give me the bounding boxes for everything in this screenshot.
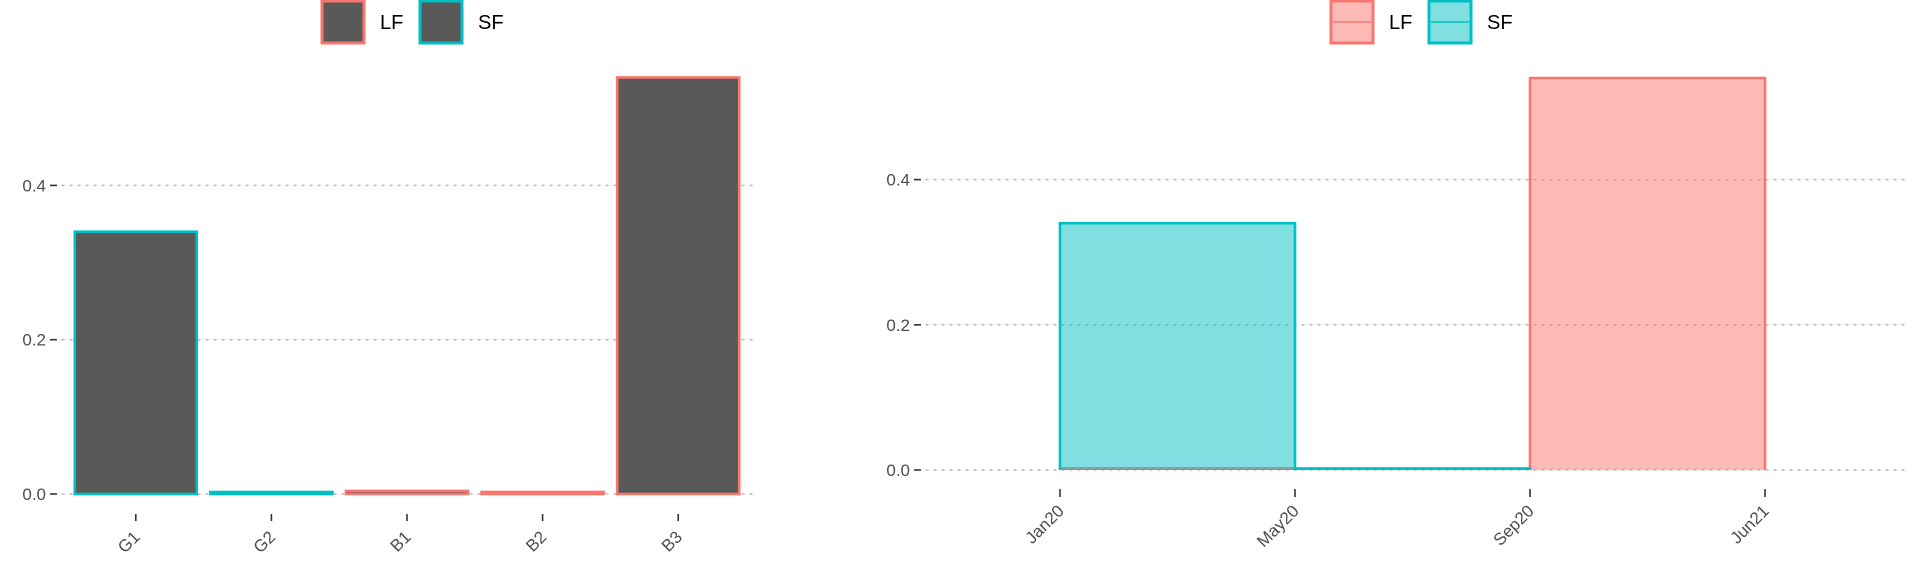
area-outline-sf-1 (1058, 221, 1297, 470)
legend-label-sf: SF (478, 12, 504, 34)
x-tick-label: B2 (522, 527, 550, 555)
bar-g1 (73, 230, 199, 496)
x-tick-label: Jan20 (1022, 501, 1068, 547)
area-outline-lf-3 (1528, 76, 1767, 470)
y-tick-label: 0.2 (886, 316, 910, 335)
y-tick-label: 0.0 (22, 485, 46, 504)
x-tick-label: B3 (658, 527, 686, 555)
y-tick-label: 0.2 (22, 331, 46, 350)
bar-chart-panel: 0.0 0.2 0.4 G1 G2 B1 B2 B3 LF SF (22, 0, 753, 557)
bar-b3 (615, 76, 741, 496)
area-outline-sf-2 (1293, 467, 1532, 470)
y-tick-label: 0.4 (22, 176, 46, 195)
area-chart-panel: 0.0 0.2 0.4 Jan20 May20 Sep20 Jun21 LF SF (886, 0, 1909, 551)
bar-b1 (344, 489, 470, 496)
x-tick-label: B1 (387, 527, 415, 555)
x-tick-label: G1 (114, 527, 143, 556)
legend-label-lf: LF (1389, 12, 1412, 34)
legend-key-sf (418, 0, 464, 45)
legend-label-lf: LF (380, 12, 403, 34)
bar-g2 (209, 490, 334, 496)
area-sf-1 (1060, 223, 1295, 470)
x-tick-label: G2 (250, 527, 279, 556)
legend-label-sf: SF (1487, 12, 1513, 34)
x-tick-label: Sep20 (1490, 501, 1538, 549)
x-tick-label: Jun21 (1727, 501, 1773, 547)
y-tick-label: 0.0 (886, 461, 910, 480)
x-tick-label: May20 (1253, 501, 1303, 551)
y-tick-label: 0.4 (886, 171, 910, 190)
area-lf-3 (1530, 78, 1765, 470)
legend-key-lf (320, 0, 366, 45)
bar-b2 (480, 490, 605, 496)
